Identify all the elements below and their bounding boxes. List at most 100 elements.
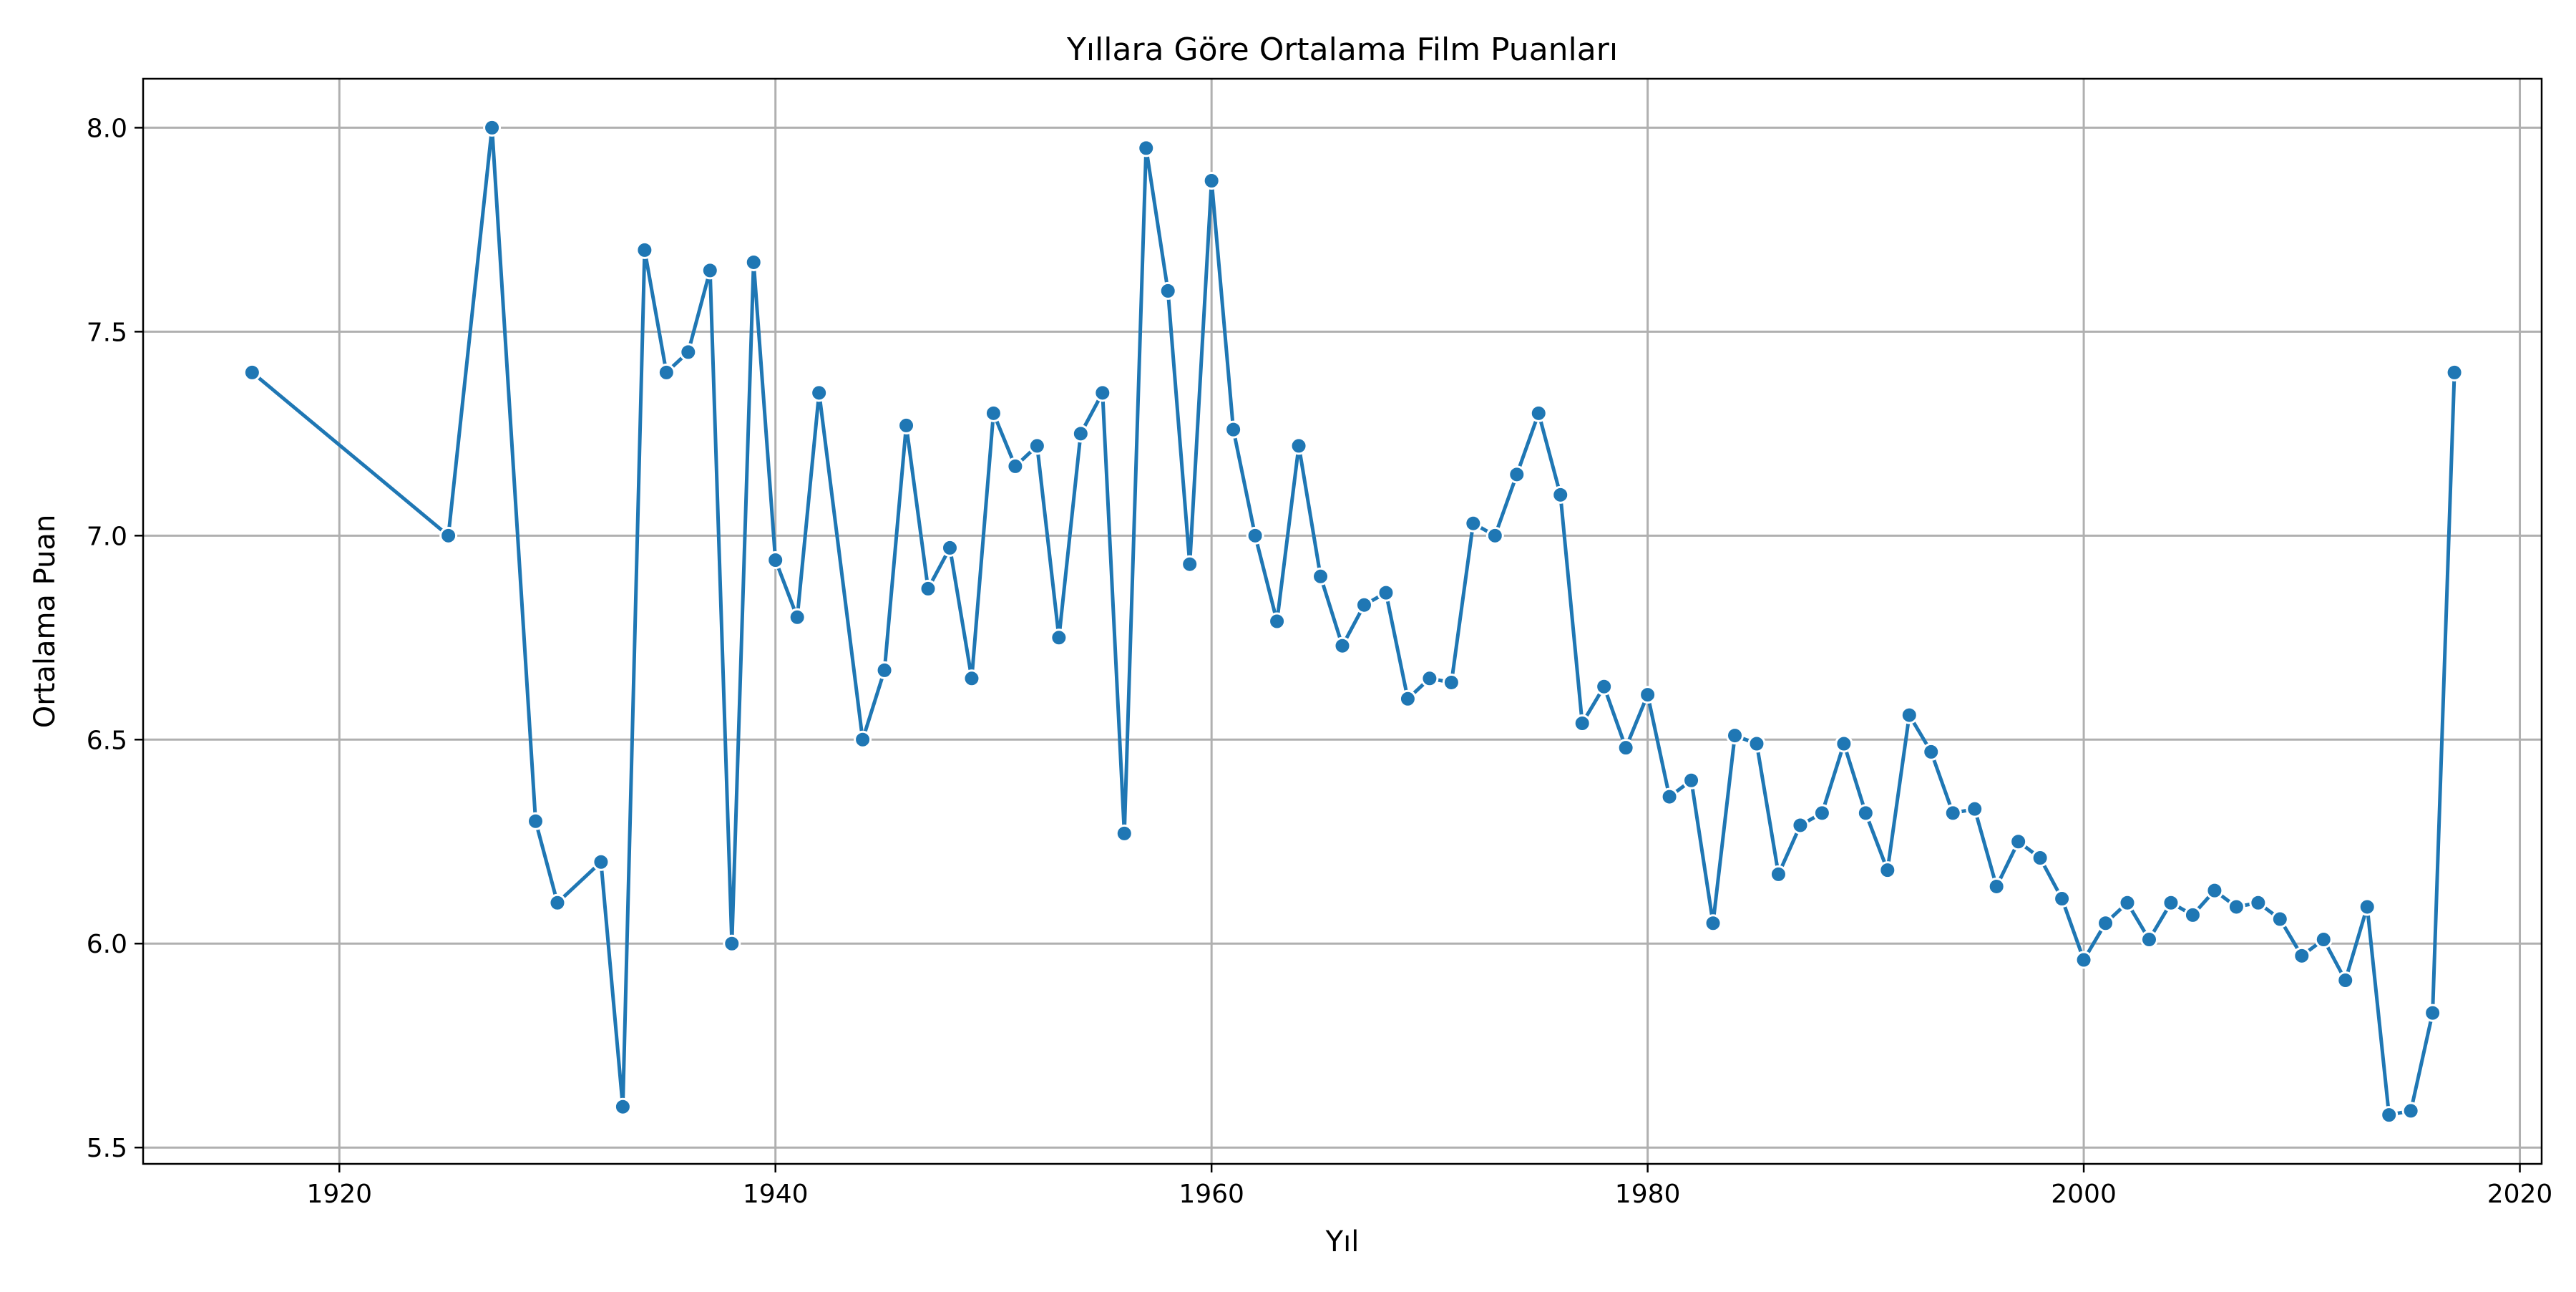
data-point: [1551, 485, 1570, 504]
y-tick-label: 5.5: [87, 1134, 127, 1163]
data-point: [2009, 832, 2028, 851]
data-point: [1093, 384, 1112, 402]
data-point: [1028, 437, 1046, 455]
data-point: [1224, 420, 1243, 439]
data-point: [1900, 706, 1918, 724]
data-point: [2293, 946, 2311, 965]
x-tick-label: 1920: [306, 1180, 372, 1209]
data-point: [1312, 567, 1330, 586]
data-point: [1704, 914, 1722, 933]
data-point: [1616, 739, 1635, 757]
data-point: [1769, 865, 1787, 883]
data-point: [1442, 673, 1460, 691]
data-point: [1529, 404, 1548, 422]
data-point: [1660, 787, 1679, 806]
data-point: [1289, 437, 1308, 455]
data-point: [2336, 971, 2355, 990]
data-point: [548, 893, 567, 912]
data-point: [2183, 905, 2202, 924]
data-point: [1485, 526, 1504, 545]
data-point: [657, 363, 675, 382]
data-point: [1682, 771, 1701, 790]
x-tick-label: 1980: [1615, 1180, 1681, 1209]
y-tick-label: 6.0: [87, 930, 127, 959]
data-point: [1943, 804, 1962, 822]
data-point: [635, 241, 654, 259]
series-line: [250, 125, 2457, 1117]
data-point: [1726, 727, 1745, 745]
data-point: [1420, 669, 1439, 688]
data-point: [788, 608, 806, 626]
data-point: [1595, 677, 1614, 696]
data-point: [1246, 526, 1264, 545]
data-point: [1922, 742, 1941, 761]
data-point: [962, 669, 981, 688]
data-point: [2380, 1106, 2399, 1125]
data-point: [1856, 804, 1875, 822]
data-point: [592, 853, 610, 871]
data-point: [810, 384, 829, 402]
data-point: [1006, 457, 1025, 475]
data-point: [1202, 171, 1221, 190]
tick-layer: 1920 1940 1960 1980 2000 2020 5.5 6.0 6.5 7.0 7.5 8…: [87, 114, 2553, 1209]
data-point: [2445, 363, 2464, 382]
data-point: [2227, 898, 2245, 916]
data-point: [1835, 734, 1853, 753]
data-point: [1158, 281, 1177, 300]
data-point: [723, 934, 741, 953]
data-point: [1071, 424, 1090, 443]
y-tick-label: 8.0: [87, 114, 127, 143]
x-tick-label: 1960: [1179, 1180, 1244, 1209]
data-point: [701, 261, 719, 280]
data-point: [439, 526, 458, 545]
data-point: [1813, 804, 1831, 822]
plot-frame: [142, 77, 2543, 1165]
data-point: [2053, 890, 2072, 908]
data-point: [1398, 689, 1417, 708]
data-point: [679, 343, 698, 361]
data-point: [1115, 824, 1133, 842]
data-point: [2358, 898, 2376, 916]
data-point: [1966, 800, 1984, 818]
data-point: [940, 538, 959, 557]
data-point: [1639, 686, 1657, 704]
data-point: [2162, 893, 2180, 912]
x-tick-label: 2020: [2487, 1180, 2553, 1209]
y-tick-label: 7.0: [87, 522, 127, 551]
data-point: [2270, 910, 2289, 928]
x-axis-label: Yıl: [1325, 1225, 1360, 1258]
data-point: [1377, 583, 1395, 602]
data-point: [1268, 612, 1287, 631]
data-point: [1747, 734, 1766, 753]
data-point: [2140, 931, 2158, 949]
data-point: [854, 730, 872, 749]
data-point: [483, 118, 502, 137]
data-point: [2118, 893, 2137, 912]
data-point: [1508, 465, 1526, 484]
x-tick-label: 1940: [743, 1180, 809, 1209]
data-point: [875, 661, 894, 679]
y-tick-label: 7.5: [87, 318, 127, 347]
data-point: [2424, 1004, 2442, 1022]
data-point: [527, 812, 545, 830]
data-point: [1464, 514, 1483, 533]
data-point: [2314, 931, 2333, 949]
data-point: [2031, 849, 2049, 868]
data-point: [2249, 893, 2268, 912]
y-axis-label: Ortalama Puan: [29, 515, 62, 729]
data-point: [1355, 596, 1373, 614]
chart-title: Yıllara Göre Ortalama Film Puanları: [1066, 31, 1618, 68]
data-point: [744, 253, 763, 271]
data-point: [1987, 877, 2006, 895]
data-point: [919, 579, 937, 598]
data-point: [1791, 816, 1810, 835]
data-point: [2097, 914, 2115, 933]
data-point: [1573, 714, 1591, 732]
data-point: [1878, 861, 1897, 880]
series-layer: [243, 118, 2464, 1125]
data-point: [1050, 628, 1068, 647]
data-point: [897, 416, 916, 434]
data-point: [1137, 139, 1156, 157]
